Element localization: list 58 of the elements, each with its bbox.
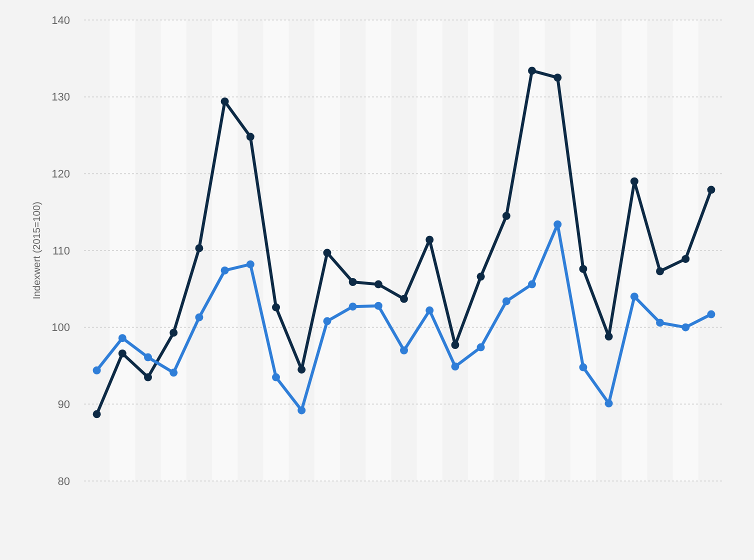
y-tick-label: 130 (52, 92, 70, 104)
point (604, 332, 613, 341)
point (682, 254, 690, 263)
point (707, 310, 716, 318)
point (579, 264, 588, 273)
point (426, 306, 434, 314)
point (92, 366, 101, 374)
point (144, 353, 152, 362)
point (528, 280, 536, 288)
point (426, 236, 434, 244)
point (630, 292, 638, 301)
point (298, 406, 306, 414)
point (220, 266, 229, 274)
point (323, 248, 332, 257)
point (656, 267, 664, 276)
point (170, 368, 178, 377)
y-tick-label: 90 (58, 399, 70, 412)
y-axis-title: Indexwert (2015=100) (32, 202, 43, 300)
point (374, 302, 382, 310)
point (170, 328, 178, 337)
point (707, 186, 716, 194)
point (246, 132, 254, 141)
point (348, 278, 357, 286)
point (502, 297, 510, 306)
point (92, 410, 101, 418)
point (118, 334, 126, 342)
point (118, 349, 126, 358)
point (246, 260, 254, 268)
y-tick-label: 80 (58, 476, 70, 488)
point (144, 373, 152, 382)
point (476, 272, 485, 281)
point (298, 366, 306, 374)
point (630, 177, 638, 186)
point (682, 323, 690, 332)
point (451, 341, 460, 350)
y-tick-label: 120 (52, 168, 70, 181)
point (400, 294, 408, 303)
point (502, 212, 510, 220)
point (220, 97, 229, 106)
point (528, 66, 536, 75)
point (323, 317, 332, 326)
point (195, 313, 204, 322)
y-tick-label: 110 (52, 245, 70, 258)
point (579, 363, 588, 372)
point (554, 220, 562, 228)
point (604, 399, 613, 408)
point (272, 303, 280, 312)
y-tick-label: 140 (52, 14, 70, 27)
point (554, 74, 562, 82)
point (656, 318, 664, 327)
point (195, 244, 204, 252)
point (348, 302, 357, 311)
point (400, 346, 408, 354)
point (374, 280, 382, 288)
point (272, 373, 280, 382)
point (476, 343, 485, 352)
y-tick-label: 100 (52, 322, 70, 334)
point (451, 362, 460, 371)
